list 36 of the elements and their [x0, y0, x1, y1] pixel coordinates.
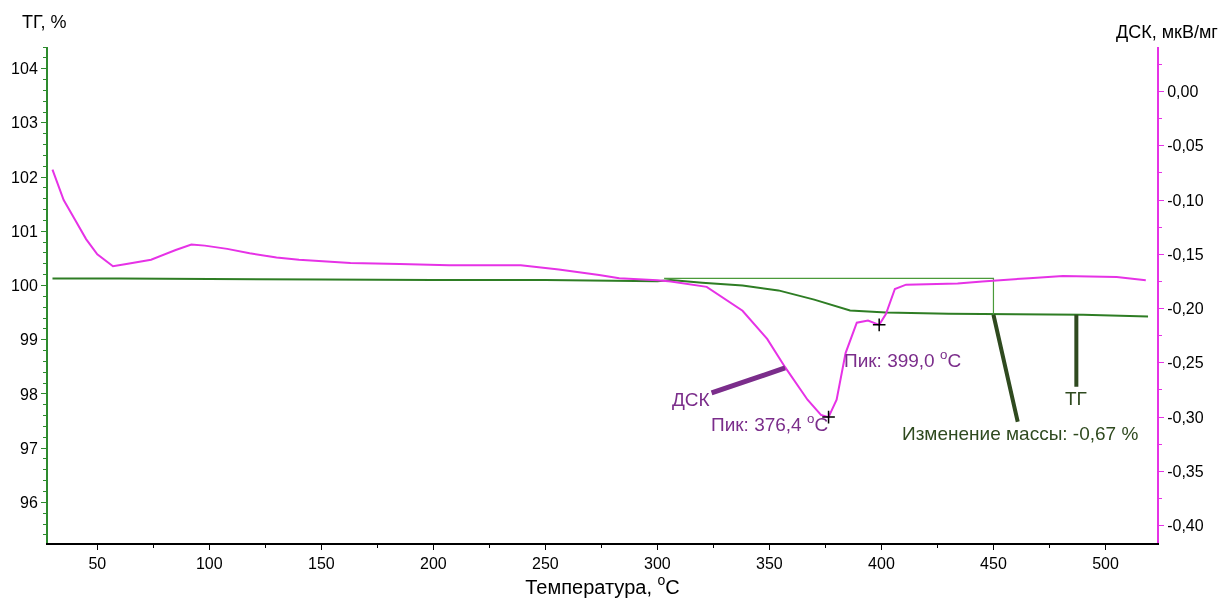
x-axis-title: Температура, $^{o}$C — [525, 572, 680, 598]
x-tick-label: 500 — [1092, 555, 1119, 573]
y-tick-label: 101 — [11, 222, 38, 240]
annotation: ДСК — [672, 389, 710, 410]
y2-tick-label: 0,00 — [1167, 83, 1199, 101]
x-tick-label: 150 — [307, 555, 335, 573]
y2-tick-label: -0,15 — [1167, 245, 1204, 263]
y-tick-label: 97 — [20, 439, 38, 457]
y2-tick-label: -0,35 — [1167, 462, 1204, 480]
y2-tick-label: -0,20 — [1167, 300, 1204, 318]
y-tick-label: 102 — [11, 168, 38, 186]
x-tick-label: 250 — [532, 555, 559, 573]
annotation: ТГ — [1065, 388, 1087, 409]
x-tick-label: 300 — [644, 555, 671, 573]
y-tick-label: 100 — [11, 277, 38, 295]
y2-axis-title: ДСК, мкВ/мг — [1116, 22, 1219, 42]
y-tick-label: 96 — [20, 493, 38, 511]
y-tick-label: 103 — [11, 114, 38, 132]
x-tick-label: 400 — [868, 555, 895, 573]
y-tick-label: 104 — [11, 60, 38, 78]
y2-tick-label: -0,05 — [1167, 137, 1204, 155]
x-tick-label: 200 — [420, 555, 447, 573]
x-tick-label: 450 — [980, 555, 1007, 573]
annotation: Изменение массы: -0,67 % — [902, 423, 1139, 444]
annotation: Пик: 399,0 $^{o}$C — [844, 347, 962, 371]
annotation: Пик: 376,4 $^{o}$C — [711, 411, 829, 435]
y-axis-title: ТГ, % — [22, 12, 67, 32]
y-tick-label: 99 — [20, 331, 38, 349]
y2-tick-label: -0,25 — [1167, 354, 1204, 372]
y2-tick-label: -0,30 — [1167, 408, 1204, 426]
y-tick-label: 98 — [20, 385, 38, 403]
x-tick-label: 350 — [756, 555, 783, 573]
x-tick-label: 50 — [88, 555, 107, 573]
x-tick-label: 100 — [195, 555, 223, 573]
y2-tick-label: -0,10 — [1167, 191, 1204, 209]
y2-tick-label: -0,40 — [1167, 517, 1204, 535]
